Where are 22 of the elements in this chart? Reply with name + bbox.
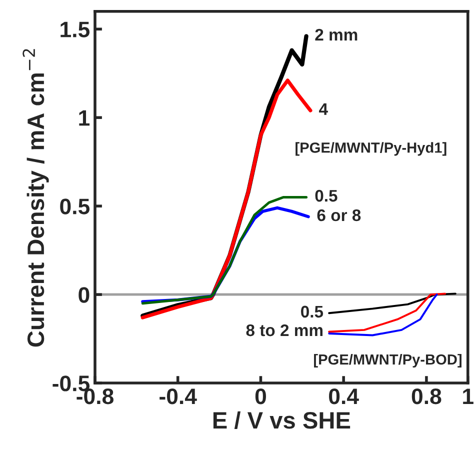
line-series — [328, 292, 446, 333]
y-tick-label: 0 — [78, 287, 90, 303]
series-label: 8 to 2 mm — [246, 324, 322, 336]
annotation: [PGE/MWNT/Py-Hyd1] — [296, 142, 446, 156]
annotation: [PGE/MWNT/Py-BOD] — [314, 354, 462, 368]
y-tick-label: 0.5 — [60, 198, 90, 214]
line-series — [328, 294, 438, 336]
series-label: 2 mm — [315, 28, 358, 40]
x-tick-label: 1 — [463, 388, 474, 404]
x-tick-label: -0.4 — [160, 388, 197, 404]
series-label: 0.5 — [301, 306, 324, 318]
x-tick-label: 0.8 — [412, 388, 442, 404]
x-tick-label: 0 — [255, 388, 266, 404]
series-label: 0.5 — [315, 190, 338, 202]
series-label: 6 or 8 — [317, 209, 361, 222]
x-tick-label: 0.4 — [329, 388, 359, 404]
x-axis-title: E / V vs SHE — [213, 411, 350, 429]
y-axis-title: Current Density / mA cm$^{−2}$ — [22, 49, 49, 347]
y-tick-label: 1 — [79, 110, 90, 126]
series-label: 4 — [319, 103, 328, 115]
y-tick-label: 1.5 — [60, 22, 90, 38]
line-series — [328, 292, 456, 314]
